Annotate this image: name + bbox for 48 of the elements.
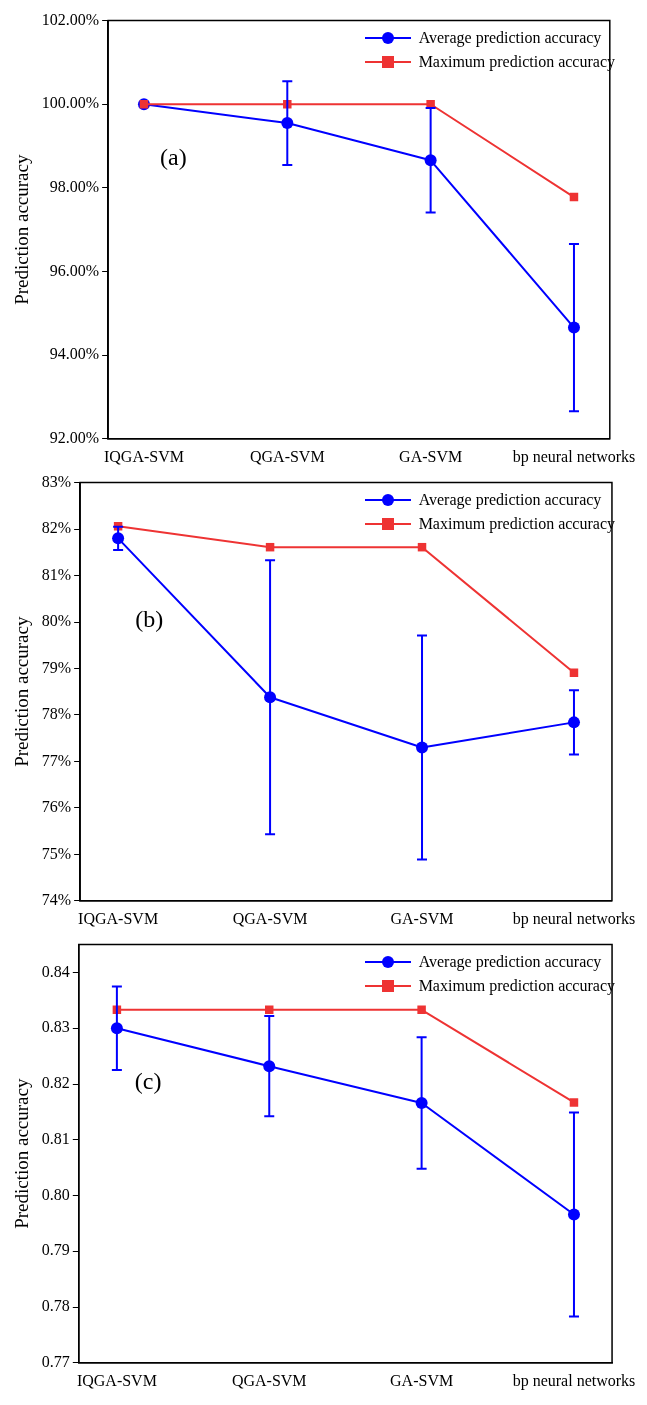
x-tick-label: IQGA-SVM (103, 447, 184, 465)
y-tick-label: 100.00% (41, 94, 100, 112)
x-tick-label: bp neural networks (512, 1371, 636, 1390)
y-tick-label: 77% (41, 751, 72, 769)
y-tick-label: 0.84 (41, 962, 70, 980)
legend-label: Average prediction accuracy (418, 952, 602, 973)
x-tick-label: GA-SVM (390, 1371, 454, 1389)
point (417, 1005, 426, 1015)
annotation: (a) (160, 143, 187, 170)
x-tick-label: IQGA-SVM (78, 909, 159, 927)
legend-label: Average prediction accuracy (418, 28, 602, 49)
y-axis-title: Prediction accuracy (11, 616, 33, 767)
y-tick-label: 96.00% (49, 261, 100, 279)
y-tick-label: 98.00% (49, 178, 100, 196)
y-tick-label: 102.00% (41, 10, 100, 28)
x-tick-label: bp neural networks (512, 447, 636, 466)
y-tick-label: 81% (41, 565, 72, 583)
y-tick-label: 78% (41, 705, 72, 723)
y-tick-label: 80% (41, 612, 72, 630)
x-tick-label: bp neural networks (512, 909, 636, 928)
x-tick-label: GA-SVM (399, 447, 463, 465)
legend-label: Average prediction accuracy (418, 490, 602, 511)
y-tick-label: 0.80 (41, 1185, 70, 1203)
point (569, 1098, 579, 1107)
point (569, 668, 579, 677)
x-tick-label: IQGA-SVM (76, 1371, 157, 1389)
y-tick-label: 83% (41, 472, 72, 490)
y-tick-label: 0.83 (41, 1018, 70, 1036)
y-tick-label: 74% (41, 891, 72, 908)
y-tick-label: 82% (41, 519, 72, 537)
x-tick-label: GA-SVM (390, 909, 454, 927)
y-tick-label: 0.81 (41, 1129, 70, 1147)
y-tick-label: 0.78 (41, 1297, 70, 1315)
y-axis-title: Prediction accuracy (11, 1078, 33, 1229)
y-axis-title: Prediction accuracy (11, 154, 33, 305)
x-tick-label: QGA-SVM (249, 447, 325, 465)
y-tick-label: 0.79 (41, 1241, 70, 1259)
y-tick-label: 94.00% (49, 345, 100, 363)
y-tick-label: 76% (41, 798, 72, 816)
y-tick-label: 75% (41, 844, 72, 862)
x-tick-label: QGA-SVM (231, 1371, 307, 1389)
y-tick-label: 0.82 (41, 1074, 70, 1092)
annotation: (c) (134, 1067, 162, 1094)
y-tick-label: 79% (41, 658, 72, 676)
annotation: (b) (135, 605, 164, 632)
y-tick-label: 92.00% (49, 429, 100, 446)
y-tick-label: 0.77 (41, 1353, 70, 1370)
x-tick-label: QGA-SVM (232, 909, 308, 927)
